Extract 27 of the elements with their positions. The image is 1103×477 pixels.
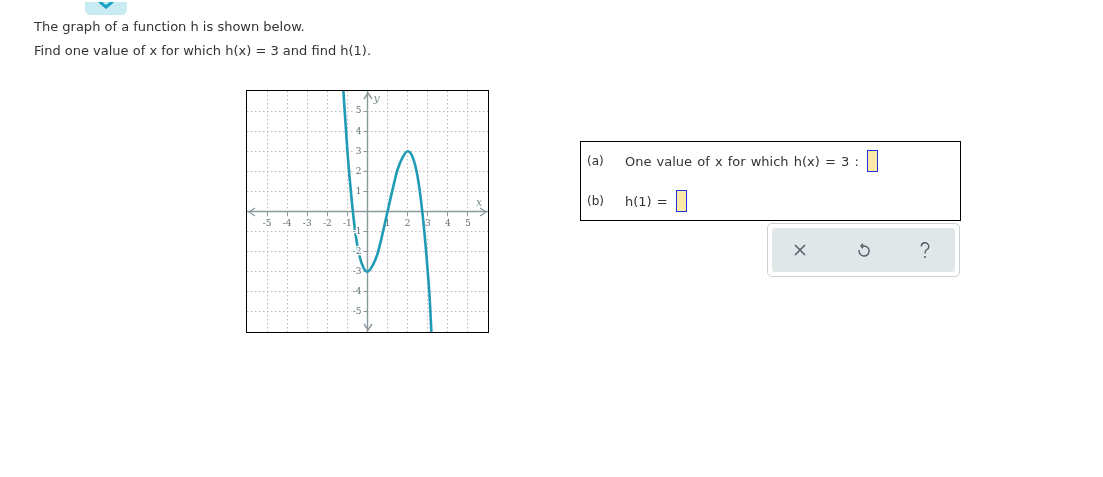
x-tick-label: 4 — [444, 217, 451, 228]
y-tick-label: 3 — [355, 145, 362, 156]
x-axis-title: x — [475, 195, 483, 209]
x-tick-label: -4 — [282, 217, 292, 228]
y-tick-label: -4 — [352, 286, 362, 297]
x-tick-label: -2 — [322, 217, 332, 228]
y-tick-label: 5 — [355, 105, 362, 116]
y-axis-title: y — [372, 92, 381, 106]
x-tick-label: -5 — [262, 217, 272, 228]
x-tick-label: 3 — [424, 217, 431, 228]
text: One value of x for which h(x) = 3 : — [625, 153, 859, 169]
text: (a) — [587, 154, 605, 168]
y-tick-label: -3 — [352, 266, 362, 277]
y-tick-label: 2 — [355, 165, 362, 176]
y-tick-label: -5 — [352, 306, 362, 317]
x-tick-label: 5 — [465, 217, 472, 228]
x-tick-label: 2 — [404, 217, 411, 228]
text: h(1) = — [625, 193, 668, 209]
text: (b) — [587, 194, 605, 208]
x-tick-label: 1 — [384, 217, 391, 228]
line-series — [342, 91, 433, 332]
chart-subtitle: Find one value of x for which h(x) = 3 and find h(1). — [34, 43, 372, 58]
x-tick-label: -1 — [343, 217, 352, 228]
chart-title: The graph of a function h is shown below. — [34, 19, 305, 34]
y-tick-label: 1 — [355, 185, 362, 196]
x-tick-label: -3 — [302, 217, 312, 228]
y-tick-label: 4 — [355, 125, 362, 136]
